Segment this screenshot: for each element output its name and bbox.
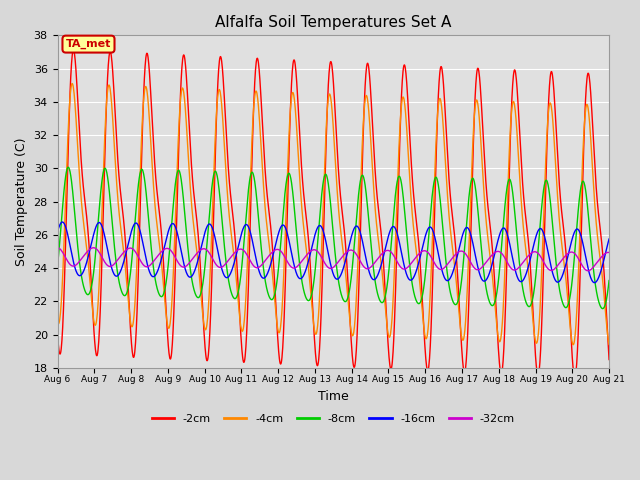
-8cm xyxy=(119,291,127,297)
-2cm xyxy=(97,299,104,305)
Line: -4cm: -4cm xyxy=(58,84,609,345)
-4cm xyxy=(300,221,307,227)
Line: -32cm: -32cm xyxy=(58,248,609,271)
-4cm xyxy=(97,247,104,253)
-8cm xyxy=(605,277,613,283)
-8cm xyxy=(65,164,72,170)
-16cm xyxy=(119,261,127,267)
-8cm xyxy=(599,306,607,312)
-32cm xyxy=(97,251,104,257)
-2cm xyxy=(70,47,77,53)
Line: -8cm: -8cm xyxy=(58,167,609,309)
-8cm xyxy=(309,283,317,289)
-32cm xyxy=(299,257,307,263)
Y-axis label: Soil Temperature (C): Soil Temperature (C) xyxy=(15,137,28,266)
-16cm xyxy=(368,275,376,281)
-32cm xyxy=(309,247,317,253)
-4cm xyxy=(309,318,317,324)
-2cm xyxy=(54,332,61,337)
-16cm xyxy=(288,252,296,258)
Line: -16cm: -16cm xyxy=(58,222,609,283)
-8cm xyxy=(288,182,296,188)
-16cm xyxy=(54,228,61,234)
-16cm xyxy=(591,280,598,286)
-4cm xyxy=(119,243,127,249)
-16cm xyxy=(300,273,307,279)
-4cm xyxy=(288,92,296,98)
-8cm xyxy=(368,250,376,256)
Legend: -2cm, -4cm, -8cm, -16cm, -32cm: -2cm, -4cm, -8cm, -16cm, -32cm xyxy=(147,410,520,429)
-4cm xyxy=(368,154,376,160)
-32cm xyxy=(584,268,592,274)
-4cm xyxy=(68,81,76,86)
-2cm xyxy=(368,108,376,114)
-2cm xyxy=(571,374,579,380)
-8cm xyxy=(97,191,104,197)
-32cm xyxy=(119,251,127,256)
-4cm xyxy=(605,341,613,347)
-16cm xyxy=(58,219,66,225)
-2cm xyxy=(300,187,307,193)
-16cm xyxy=(605,236,613,242)
-4cm xyxy=(570,342,577,348)
-2cm xyxy=(309,315,317,321)
X-axis label: Time: Time xyxy=(318,390,349,403)
-2cm xyxy=(288,74,296,80)
-32cm xyxy=(54,245,61,251)
Text: TA_met: TA_met xyxy=(66,39,111,49)
-8cm xyxy=(300,286,307,291)
-2cm xyxy=(119,212,127,217)
Title: Alfalfa Soil Temperatures Set A: Alfalfa Soil Temperatures Set A xyxy=(215,15,451,30)
Line: -2cm: -2cm xyxy=(58,50,609,377)
-2cm xyxy=(605,357,613,362)
-8cm xyxy=(54,263,61,268)
-32cm xyxy=(605,250,613,255)
-16cm xyxy=(309,239,317,244)
-32cm xyxy=(288,264,296,270)
-16cm xyxy=(97,221,104,227)
-32cm xyxy=(367,264,375,269)
-4cm xyxy=(54,319,61,325)
